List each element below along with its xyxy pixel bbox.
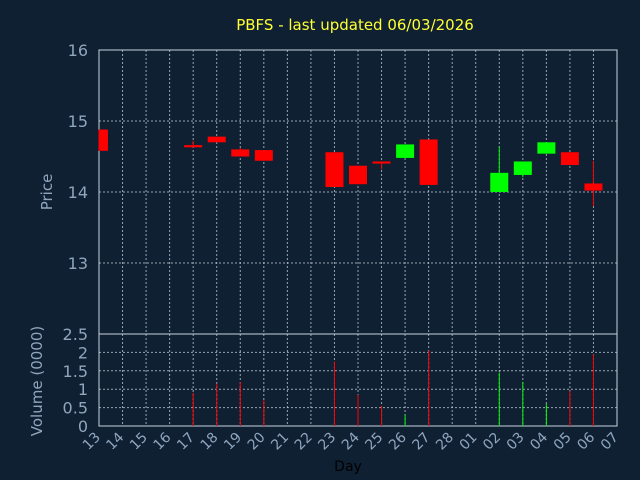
day-tick-label: 06 [574,429,598,453]
price-tick-label: 14 [68,183,88,202]
day-tick-label: 02 [480,430,504,454]
candle-body [207,136,226,143]
day-tick-label: 27 [410,430,434,454]
price-tick-label: 15 [68,112,88,131]
day-tick-label: 05 [551,430,575,454]
day-tick-label: 03 [504,430,528,454]
day-tick-label: 23 [315,430,339,454]
candle-body [584,183,603,191]
day-tick-label: 04 [527,429,551,453]
candle-body [325,152,344,188]
day-tick-label: 01 [457,430,481,454]
day-tick-label: 14 [103,429,127,453]
day-tick-label: 28 [433,430,457,454]
candle-body [560,152,579,166]
day-tick-label: 25 [362,430,386,454]
candle-body [349,165,367,185]
candle-body [419,139,438,185]
candle-body [372,161,391,164]
candle-body [537,142,556,154]
day-tick-label: 18 [198,430,222,454]
volume-tick-label: 0.5 [63,399,88,418]
price-tick-label: 16 [68,41,88,60]
day-tick-label: 17 [174,430,198,454]
volume-tick-label: 0 [78,417,88,436]
volume-tick-label: 1.5 [63,362,88,381]
day-tick-label: 20 [245,430,269,454]
day-tick-label: 21 [268,430,292,454]
day-tick-label: 26 [386,429,410,453]
day-tick-label: 15 [127,430,151,454]
price-axis-label: Price [38,174,56,211]
candle-body [184,145,203,148]
candle-body [490,172,509,192]
candle-body [513,161,532,175]
grid-layer [99,50,617,426]
day-tick-label: 07 [598,430,622,454]
candle-body [254,150,273,161]
chart-title: PBFS - last updated 06/03/2026 [236,16,474,34]
volume-axis-label: Volume (0000) [28,326,46,436]
candle-body [396,144,415,158]
volume-tick-label: 2.5 [63,325,88,344]
x-axis-label: Day [334,459,362,475]
candle-body [99,129,108,151]
day-tick-label: 24 [339,429,363,453]
day-tick-label: 22 [292,430,316,454]
volume-tick-label: 1 [78,380,88,399]
candle-body [231,149,250,157]
day-tick-label: 19 [221,430,245,454]
marks-layer [98,129,603,426]
volume-tick-label: 2 [78,343,88,362]
price-tick-label: 13 [68,254,88,273]
day-tick-label: 16 [151,429,175,453]
